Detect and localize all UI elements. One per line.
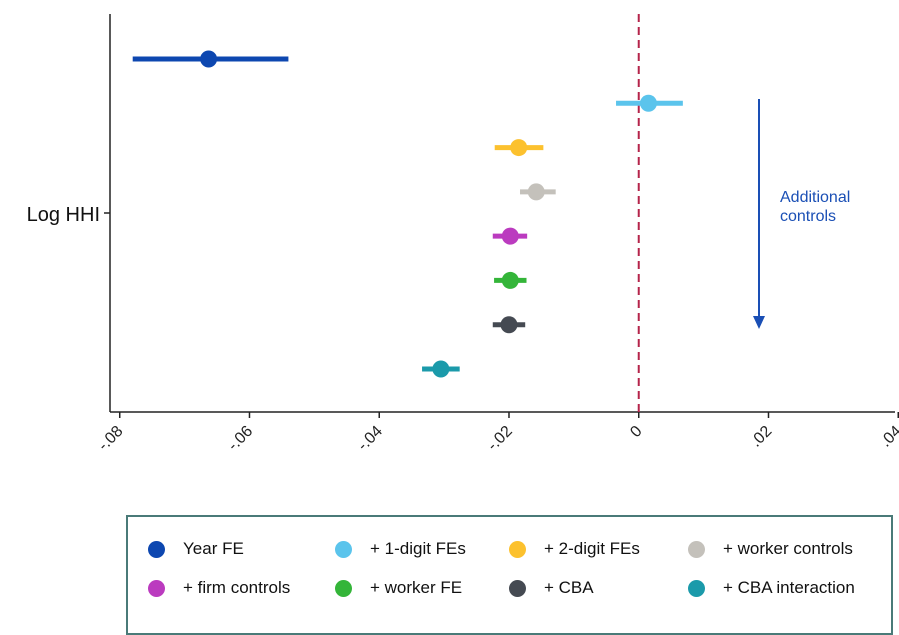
legend-swatch <box>509 540 526 558</box>
point-estimate <box>200 50 218 68</box>
legend-label: + CBA interaction <box>723 578 855 597</box>
point-estimate <box>432 360 450 378</box>
legend-label: Year FE <box>183 539 244 558</box>
coefficient-marks <box>132 50 683 378</box>
legend-item: + 2-digit FEs <box>509 539 640 559</box>
legend-swatch <box>688 540 705 558</box>
legend-swatch <box>335 579 352 597</box>
point-estimate <box>527 183 545 201</box>
annotation-line-1: Additional <box>780 189 850 206</box>
category-label: Log HHI <box>27 204 100 226</box>
legend-item: + CBA interaction <box>688 578 855 598</box>
coefficient-6 <box>494 271 527 289</box>
coefficient-7 <box>492 316 526 334</box>
annotation-line-2: controls <box>780 208 836 225</box>
coefficient-chart: -.08 -.06 -.04 -.02 0 .02 .04 Additional contr… <box>27 14 899 455</box>
coefficient-3 <box>494 139 544 157</box>
legend-swatch <box>148 540 165 558</box>
additional-controls-annotation: Additional controls <box>753 99 850 329</box>
legend: Year FE + 1-digit FEs + 2-digit FEs + worke… <box>126 515 893 635</box>
legend-item: + worker controls <box>688 539 853 559</box>
x-tick-label: -.04 <box>355 423 387 455</box>
legend-swatch <box>335 540 352 558</box>
legend-swatch <box>509 579 526 597</box>
legend-label: + worker controls <box>723 539 853 558</box>
coefficient-8 <box>422 360 460 378</box>
x-tick-label: -.08 <box>95 423 127 455</box>
legend-swatch <box>148 579 165 597</box>
legend-item: Year FE <box>148 539 244 559</box>
legend-item: + worker FE <box>335 578 462 598</box>
legend-swatch <box>688 579 705 597</box>
x-tick-label: 0 <box>627 423 645 441</box>
x-tick-label: -.06 <box>225 423 257 455</box>
point-estimate <box>500 316 518 334</box>
point-estimate <box>501 227 519 245</box>
legend-item: + firm controls <box>148 578 290 598</box>
point-estimate <box>510 139 528 157</box>
legend-label: + CBA <box>544 578 594 597</box>
point-estimate <box>501 271 519 289</box>
point-estimate <box>639 94 657 112</box>
legend-label: + worker FE <box>370 578 463 597</box>
annotation-arrow-head <box>753 316 765 329</box>
legend-label: + 2-digit FEs <box>544 539 640 558</box>
legend-item: + CBA <box>509 578 594 598</box>
legend-item: + 1-digit FEs <box>335 539 466 559</box>
x-tick-label: .04 <box>877 423 899 451</box>
coefficient-1 <box>132 50 289 68</box>
coefficient-5 <box>492 227 528 245</box>
x-tick-label: .02 <box>748 423 776 451</box>
coefficient-2 <box>616 94 683 112</box>
legend-label: + firm controls <box>183 578 291 597</box>
coefficient-4 <box>520 183 556 201</box>
legend-label: + 1-digit FEs <box>370 539 466 558</box>
x-tick-label: -.02 <box>484 423 516 455</box>
